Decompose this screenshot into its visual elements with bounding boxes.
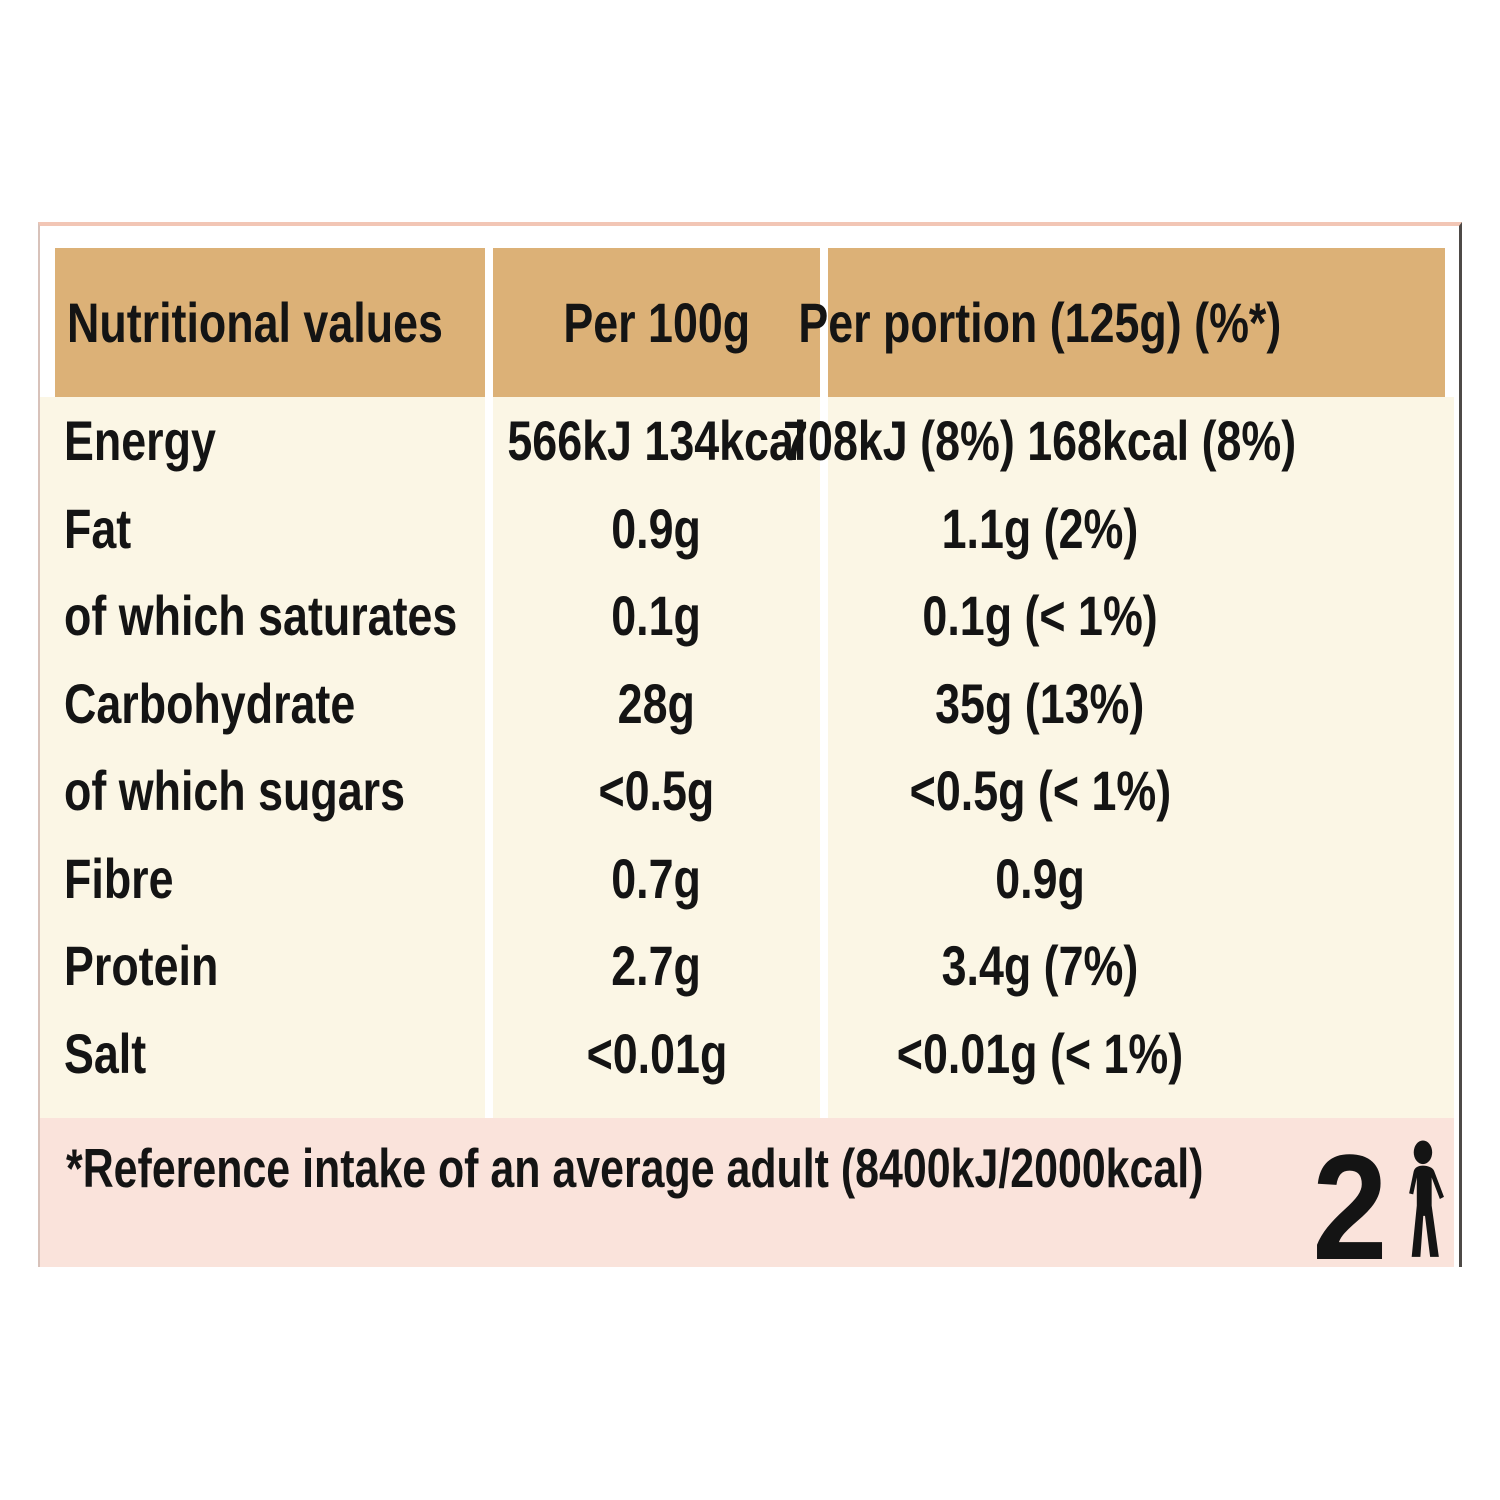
- table-row-carbohydrate: Carbohydrate 28g 35g (13%): [40, 660, 1454, 748]
- per-portion-value: 1.1g (2%): [941, 496, 1139, 560]
- per-100g-value: 28g: [617, 671, 696, 735]
- header-label: Nutritional values: [67, 291, 443, 354]
- portions-indicator: 2: [1304, 1122, 1450, 1291]
- table-row-protein: Protein 2.7g 3.4g (7%): [40, 922, 1454, 1010]
- table-row-sugars: of which sugars <0.5g <0.5g (< 1%): [40, 747, 1454, 835]
- table-row-saturates: of which saturates 0.1g 0.1g (< 1%): [40, 572, 1454, 660]
- table-row-fibre: Fibre 0.7g 0.9g: [40, 835, 1454, 923]
- per-portion-value: 0.1g (< 1%): [922, 584, 1158, 648]
- per-portion-value: 0.9g: [995, 846, 1085, 910]
- per-portion-value: <0.5g (< 1%): [909, 759, 1171, 823]
- reference-intake-note: *Reference intake of an average adult (8…: [66, 1132, 1500, 1204]
- per-100g-value: 0.1g: [611, 584, 702, 648]
- row-label: Protein: [64, 934, 219, 998]
- reference-intake-text: *Reference intake of an average adult (8…: [66, 1137, 1204, 1199]
- table-header: Nutritional values Per 100g Per portion …: [55, 248, 1445, 397]
- per-portion-value: 708kJ (8%) 168kcal (8%): [783, 409, 1297, 473]
- row-label: Fibre: [64, 846, 174, 910]
- per-100g-value: <0.01g: [586, 1021, 727, 1085]
- table-row-fat: Fat 0.9g 1.1g (2%): [40, 485, 1454, 573]
- table-body: Energy 566kJ 134kcal 708kJ (8%) 168kcal …: [40, 397, 1454, 1118]
- row-label: of which sugars: [64, 759, 406, 823]
- per-portion-value: <0.01g (< 1%): [896, 1021, 1184, 1085]
- table-row-salt: Salt <0.01g <0.01g (< 1%): [40, 1010, 1454, 1098]
- per-portion-value: 35g (13%): [935, 671, 1145, 735]
- per-100g-value: 0.7g: [611, 846, 702, 910]
- per-100g-value: <0.5g: [598, 759, 715, 823]
- header-cell-per-portion: Per portion (125g) (%*): [799, 248, 1445, 397]
- row-label: Fat: [64, 496, 132, 560]
- header-cell-per-100g: Per 100g: [493, 248, 820, 397]
- per-100g-value: 566kJ 134kcal: [507, 409, 806, 473]
- header-label: Per 100g: [563, 291, 750, 354]
- row-label: Salt: [64, 1021, 147, 1085]
- person-icon: [1409, 1140, 1444, 1257]
- table-rows: Energy 566kJ 134kcal 708kJ (8%) 168kcal …: [40, 397, 1454, 1097]
- nutrition-card: Nutritional values Per 100g Per portion …: [38, 222, 1462, 1291]
- column-separator: [485, 397, 493, 1118]
- footer: *Reference intake of an average adult (8…: [40, 1118, 1454, 1291]
- header-cell-nutritional-values: Nutritional values: [55, 248, 485, 397]
- per-100g-value: 2.7g: [611, 934, 702, 998]
- portions-count: 2: [1311, 1122, 1387, 1291]
- column-separator: [820, 397, 828, 1118]
- row-label: Carbohydrate: [64, 671, 356, 735]
- table-row-energy: Energy 566kJ 134kcal 708kJ (8%) 168kcal …: [40, 397, 1454, 485]
- row-label: Energy: [64, 409, 216, 473]
- per-100g-value: 0.9g: [611, 496, 702, 560]
- row-label: of which saturates: [64, 584, 458, 648]
- header-label: Per portion (125g) (%*): [798, 291, 1282, 354]
- per-portion-value: 3.4g (7%): [941, 934, 1139, 998]
